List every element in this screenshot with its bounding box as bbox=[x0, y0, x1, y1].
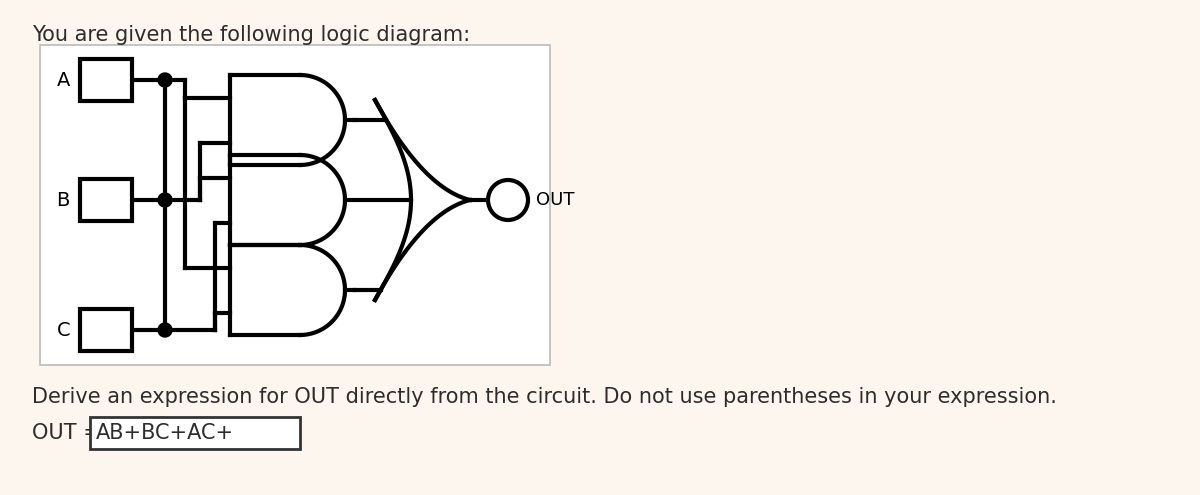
Text: AB+BC+AC+: AB+BC+AC+ bbox=[96, 423, 234, 443]
Circle shape bbox=[158, 73, 172, 87]
Text: You are given the following logic diagram:: You are given the following logic diagra… bbox=[32, 25, 470, 45]
Bar bbox=[90, 417, 300, 449]
Bar bbox=[40, 45, 550, 365]
Text: OUT =: OUT = bbox=[32, 423, 108, 443]
Text: C: C bbox=[56, 320, 70, 340]
Text: B: B bbox=[56, 191, 70, 209]
Circle shape bbox=[158, 323, 172, 337]
Text: A: A bbox=[56, 70, 70, 90]
Text: Derive an expression for OUT directly from the circuit. Do not use parentheses i: Derive an expression for OUT directly fr… bbox=[32, 387, 1057, 407]
Circle shape bbox=[158, 193, 172, 207]
Circle shape bbox=[488, 180, 528, 220]
Bar bbox=[80, 179, 132, 221]
Bar bbox=[80, 59, 132, 101]
Bar bbox=[80, 309, 132, 351]
Text: OUT: OUT bbox=[536, 191, 575, 209]
